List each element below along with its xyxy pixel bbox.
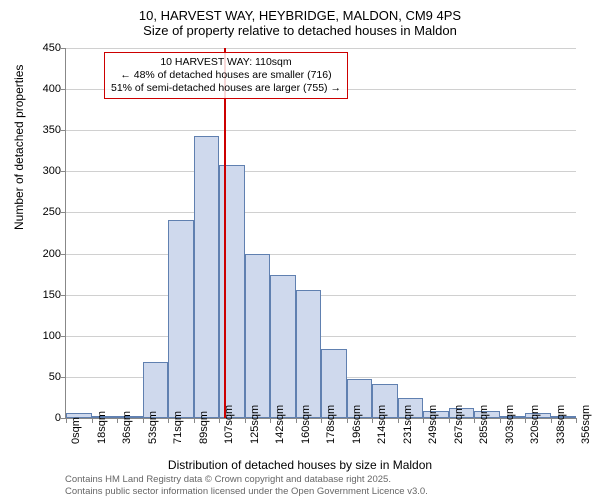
y-tick-label: 250 — [26, 206, 61, 218]
x-tick-label: 160sqm — [300, 405, 312, 444]
x-tick-label: 0sqm — [70, 417, 82, 444]
x-tick-mark — [117, 418, 118, 423]
chart-container: 10, HARVEST WAY, HEYBRIDGE, MALDON, CM9 … — [0, 0, 600, 500]
histogram-bar — [219, 165, 245, 418]
chart-plot-area: 0501001502002503003504004500sqm18sqm36sq… — [65, 48, 576, 419]
y-tick-label: 100 — [26, 330, 61, 342]
x-tick-mark — [219, 418, 220, 423]
x-tick-mark — [321, 418, 322, 423]
y-tick-mark — [61, 295, 66, 296]
x-tick-mark — [423, 418, 424, 423]
x-tick-label: 338sqm — [555, 405, 567, 444]
grid-line — [66, 130, 576, 131]
x-tick-label: 320sqm — [529, 405, 541, 444]
y-tick-mark — [61, 212, 66, 213]
x-tick-label: 36sqm — [121, 411, 133, 444]
x-tick-mark — [449, 418, 450, 423]
histogram-bar — [143, 362, 169, 418]
annotation-line1: 10 HARVEST WAY: 110sqm — [111, 56, 341, 69]
x-tick-label: 267sqm — [453, 405, 465, 444]
x-tick-label: 356sqm — [580, 405, 592, 444]
x-tick-label: 71sqm — [172, 411, 184, 444]
x-tick-label: 125sqm — [249, 405, 261, 444]
x-tick-label: 303sqm — [504, 405, 516, 444]
x-tick-mark — [500, 418, 501, 423]
grid-line — [66, 336, 576, 337]
footer-line1: Contains HM Land Registry data © Crown c… — [65, 474, 428, 485]
x-tick-mark — [66, 418, 67, 423]
x-tick-label: 142sqm — [274, 405, 286, 444]
x-tick-mark — [347, 418, 348, 423]
y-axis-label: Number of detached properties — [12, 65, 26, 230]
x-tick-mark — [194, 418, 195, 423]
chart-title-sub: Size of property relative to detached ho… — [0, 23, 600, 38]
x-tick-mark — [551, 418, 552, 423]
chart-title-main: 10, HARVEST WAY, HEYBRIDGE, MALDON, CM9 … — [0, 0, 600, 23]
x-tick-label: 249sqm — [427, 405, 439, 444]
grid-line — [66, 212, 576, 213]
annotation-line3: 51% of semi-detached houses are larger (… — [111, 82, 341, 95]
x-tick-label: 231sqm — [402, 405, 414, 444]
annotation-box: 10 HARVEST WAY: 110sqm ← 48% of detached… — [104, 52, 348, 99]
x-tick-label: 53sqm — [147, 411, 159, 444]
x-tick-label: 89sqm — [198, 411, 210, 444]
y-tick-label: 50 — [26, 371, 61, 383]
x-tick-mark — [245, 418, 246, 423]
y-tick-mark — [61, 130, 66, 131]
reference-line — [224, 48, 226, 418]
histogram-bar — [245, 254, 271, 418]
footer-line2: Contains public sector information licen… — [65, 486, 428, 497]
y-tick-label: 450 — [26, 42, 61, 54]
grid-line — [66, 48, 576, 49]
histogram-bar — [168, 220, 194, 418]
x-tick-mark — [398, 418, 399, 423]
y-tick-mark — [61, 336, 66, 337]
x-tick-mark — [525, 418, 526, 423]
x-tick-label: 196sqm — [351, 405, 363, 444]
annotation-line2: ← 48% of detached houses are smaller (71… — [111, 69, 341, 82]
y-tick-mark — [61, 48, 66, 49]
x-tick-mark — [92, 418, 93, 423]
y-tick-mark — [61, 89, 66, 90]
y-tick-mark — [61, 171, 66, 172]
grid-line — [66, 171, 576, 172]
x-tick-label: 285sqm — [478, 405, 490, 444]
x-axis-label: Distribution of detached houses by size … — [0, 458, 600, 472]
x-tick-label: 178sqm — [325, 405, 337, 444]
y-tick-label: 300 — [26, 165, 61, 177]
histogram-bar — [194, 136, 220, 418]
x-tick-mark — [270, 418, 271, 423]
grid-line — [66, 254, 576, 255]
footer-attribution: Contains HM Land Registry data © Crown c… — [65, 474, 428, 497]
x-tick-mark — [576, 418, 577, 423]
y-tick-label: 0 — [26, 412, 61, 424]
grid-line — [66, 295, 576, 296]
y-tick-label: 200 — [26, 248, 61, 260]
y-tick-label: 400 — [26, 83, 61, 95]
x-tick-mark — [372, 418, 373, 423]
histogram-bar — [296, 290, 322, 418]
x-tick-mark — [143, 418, 144, 423]
histogram-bar — [270, 275, 296, 418]
x-tick-mark — [296, 418, 297, 423]
x-tick-mark — [168, 418, 169, 423]
y-tick-label: 350 — [26, 124, 61, 136]
x-tick-label: 18sqm — [96, 411, 108, 444]
x-tick-label: 214sqm — [376, 405, 388, 444]
x-tick-mark — [474, 418, 475, 423]
y-tick-label: 150 — [26, 289, 61, 301]
y-tick-mark — [61, 254, 66, 255]
y-tick-mark — [61, 377, 66, 378]
